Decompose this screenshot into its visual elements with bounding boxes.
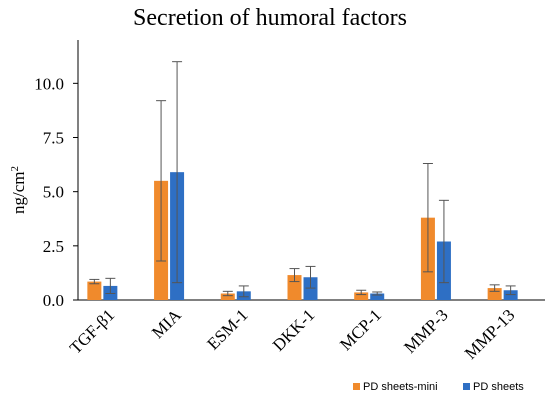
- bar: [487, 288, 502, 300]
- y-tick-label: 0.0: [43, 291, 64, 310]
- x-tick-label: MIA: [148, 305, 185, 342]
- bar: [503, 290, 518, 300]
- legend-swatch: [463, 383, 470, 390]
- y-axis-label: ng/cm2: [9, 166, 28, 214]
- x-tick-label: TGF-β1: [66, 305, 118, 357]
- bar: [370, 293, 385, 300]
- y-tick-label: 2.5: [43, 237, 64, 256]
- bar: [303, 277, 318, 300]
- bar: [220, 293, 235, 300]
- bars-layer: [87, 61, 518, 300]
- y-tick-label: 5.0: [43, 183, 64, 202]
- y-tick-label: 10.0: [34, 74, 64, 93]
- y-tick-label: 7.5: [43, 129, 64, 148]
- x-tick-label: MMP-3: [400, 305, 452, 357]
- x-tick-label: MCP-1: [336, 305, 385, 354]
- bar: [87, 281, 102, 300]
- legend-swatch: [353, 383, 360, 390]
- axes: 0.0 2.5 5.0 7.5 10.0 TGF-β1 MIA ESM-1 DKK-1 MCP-1…: [34, 40, 545, 363]
- bar: [354, 292, 369, 300]
- x-tick-label: DKK-1: [269, 305, 318, 354]
- legend-label: PD sheets-mini: [363, 381, 438, 393]
- x-tick-label: MMP-13: [461, 305, 519, 363]
- x-tick-label: ESM-1: [203, 305, 251, 353]
- legend-label: PD sheets: [473, 381, 524, 393]
- legend: PD sheets-mini PD sheets: [353, 381, 524, 393]
- chart-title: Secretion of humoral factors: [133, 5, 407, 31]
